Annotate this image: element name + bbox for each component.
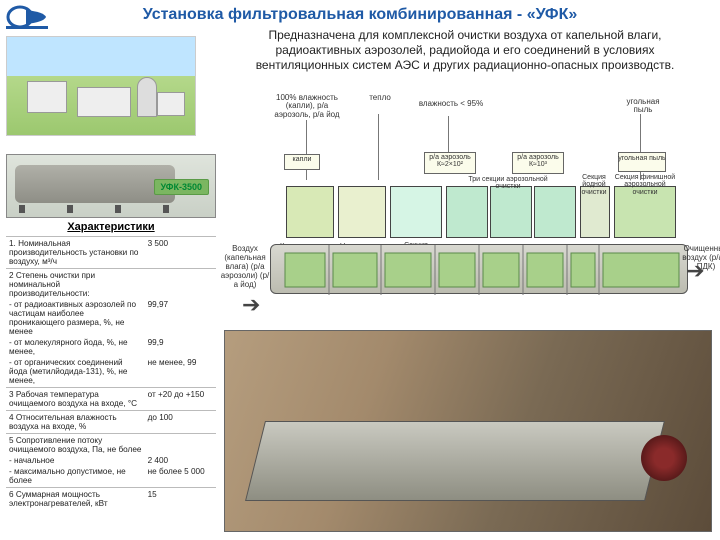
label-coal-dust: угольная пыль (618, 98, 668, 115)
input-air-label: Воздух (капельная влага) (р/а аэрозоли) … (220, 244, 270, 289)
section-drop-catcher (286, 186, 334, 238)
spec-label: 5 Сопротивление потоку очищаемого воздух… (6, 434, 145, 457)
facility-rendering (6, 36, 196, 136)
spec-value: не более 5 000 (145, 467, 216, 488)
unit-sketch: УФК-3500 (6, 154, 216, 218)
page-title: Установка фильтровальная комбинированная… (0, 6, 720, 24)
spec-value: не менее, 99 (145, 358, 216, 388)
spec-label: 6 Суммарная мощность электронагревателей… (6, 488, 145, 511)
spec-label: - от радиоактивных аэрозолей по частицам… (6, 300, 145, 338)
description-text: Предназначена для комплексной очистки во… (230, 28, 700, 73)
spec-value: от +20 до +150 (145, 388, 216, 411)
section-heater (338, 186, 386, 238)
spec-value: 99,9 (145, 338, 216, 358)
spec-panel: УФК-3500 Характеристики 1. Номинальная п… (6, 154, 216, 510)
section-aerosol-2a (446, 186, 488, 238)
spec-label: 1. Номинальная производительность устано… (6, 237, 145, 269)
spec-label: 3 Рабочая температура очищаемого воздуха… (6, 388, 145, 411)
spec-label: 2 Степень очистки при номинальной произв… (6, 269, 145, 301)
spec-label: 4 Относительная влажность воздуха на вхо… (6, 411, 145, 434)
unit-label: УФК-3500 (154, 179, 209, 195)
spec-value: 3 500 (145, 237, 216, 269)
spec-title: Характеристики (6, 218, 216, 236)
spec-label: - начальное (6, 456, 145, 467)
label-humidity-100: 100% влажность (капли), р/а аэрозоль, р/… (268, 94, 346, 119)
section-aerosol-2b (490, 186, 532, 238)
process-diagram: 100% влажность (капли), р/а аэрозоль, р/… (220, 94, 714, 324)
spec-value: 2 400 (145, 456, 216, 467)
spec-label: - максимально допустимое, не более (6, 467, 145, 488)
spec-table: 1. Номинальная производительность устано… (6, 236, 216, 510)
label-heat: тепло (360, 94, 400, 102)
spec-value (145, 269, 216, 301)
spec-value: 99,97 (145, 300, 216, 338)
spec-value (145, 434, 216, 457)
section-aerosol-1 (390, 186, 442, 238)
spec-label: - от молекулярного йода, %, не менее, (6, 338, 145, 358)
spec-value: до 100 (145, 411, 216, 434)
duct-body (270, 244, 688, 294)
spec-value: 15 (145, 488, 216, 511)
spec-label: - от органических соединений йода (метил… (6, 358, 145, 388)
label-humidity-95: влажность < 95% (416, 100, 486, 108)
arrow-in: ➔ (242, 292, 260, 318)
installation-photo (224, 330, 712, 532)
arrow-out: ➔ (686, 258, 704, 284)
